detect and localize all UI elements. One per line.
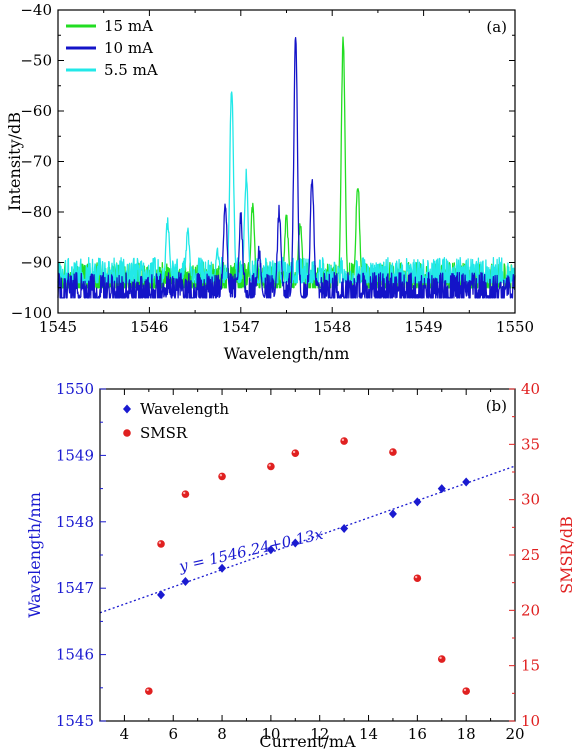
wavelength-point bbox=[413, 497, 422, 507]
smsr-point-highlight bbox=[146, 688, 149, 692]
smsr-point bbox=[462, 687, 470, 695]
smsr-point bbox=[267, 462, 275, 471]
smsr-point-highlight bbox=[390, 449, 393, 453]
wavelength-point bbox=[181, 577, 190, 587]
wavelength-point bbox=[340, 523, 349, 533]
spectrum-trace-10-ma bbox=[57, 36, 516, 299]
left-y-tick-label: 1549 bbox=[56, 446, 94, 464]
left-y-tick-label: 1545 bbox=[56, 712, 94, 730]
smsr-point bbox=[340, 437, 348, 445]
smsr-point bbox=[291, 449, 300, 457]
panel-a-axis-ticks: 1545 1546 1547 1548 1549 1550 −100 −90 −80 −70 −60… bbox=[11, 1, 534, 336]
panel-b-right-y-axis-label: SMSR/dB bbox=[557, 516, 576, 594]
wavelength-point bbox=[388, 509, 397, 519]
x-tick-label: 1547 bbox=[222, 318, 260, 336]
left-y-tick-label: 1547 bbox=[56, 579, 94, 597]
y-tick-label: −80 bbox=[20, 203, 52, 221]
smsr-point-highlight bbox=[341, 438, 345, 442]
legend-wavelength-marker bbox=[123, 404, 131, 414]
y-tick-label: −100 bbox=[11, 304, 52, 322]
y-tick-label: −90 bbox=[20, 254, 52, 272]
panel-a-y-axis-label: Intensity/dB bbox=[5, 112, 24, 211]
linear-fit-line bbox=[99, 465, 516, 614]
panel-b-label: (b) bbox=[486, 397, 507, 415]
x-tick-label: 1548 bbox=[313, 318, 351, 336]
x-tick-label: 20 bbox=[505, 725, 524, 743]
spectrum-traces bbox=[57, 36, 516, 299]
wavelength-point bbox=[218, 563, 227, 573]
fit-line bbox=[99, 465, 516, 614]
panel-b-data-points bbox=[145, 437, 471, 695]
y-tick-label: −50 bbox=[20, 52, 52, 70]
x-tick-label: 4 bbox=[120, 725, 130, 743]
smsr-point bbox=[157, 540, 165, 548]
smsr-point bbox=[181, 490, 190, 498]
legend-wavelength-label: Wavelength bbox=[140, 400, 229, 418]
panel-a-x-axis-label: Wavelength/nm bbox=[224, 344, 350, 363]
left-y-tick-label: 1546 bbox=[56, 646, 94, 664]
right-y-tick-label: 35 bbox=[521, 435, 540, 453]
panel-b-x-axis-label: Current/mA bbox=[259, 732, 356, 751]
legend-smsr-marker bbox=[123, 429, 131, 437]
y-tick-label: −40 bbox=[20, 1, 52, 19]
wavelength-point bbox=[266, 545, 275, 555]
x-tick-label: 10 bbox=[261, 725, 280, 743]
x-tick-label: 1545 bbox=[39, 318, 77, 336]
right-y-tick-label: 20 bbox=[521, 601, 540, 619]
smsr-point-highlight bbox=[183, 491, 186, 495]
right-y-tick-label: 25 bbox=[521, 546, 540, 564]
smsr-point-highlight bbox=[158, 541, 162, 544]
smsr-point-highlight bbox=[219, 474, 223, 477]
panel-b-current-chart: 4 6 8 10 12 14 16 18 20 1545 1546 1547 1548 1549 1550 1… bbox=[25, 380, 576, 751]
smsr-point bbox=[437, 655, 446, 663]
smsr-point bbox=[218, 472, 226, 481]
wavelength-point bbox=[462, 477, 471, 487]
legend-label: 10 mA bbox=[104, 39, 153, 57]
smsr-point-highlight bbox=[292, 450, 296, 454]
right-y-tick-label: 10 bbox=[521, 712, 540, 730]
x-tick-label: 16 bbox=[408, 725, 427, 743]
x-tick-label: 6 bbox=[168, 725, 178, 743]
wavelength-point bbox=[157, 590, 166, 600]
panel-b-left-y-axis-label: Wavelength/nm bbox=[25, 492, 44, 618]
panel-b-axis-ticks: 4 6 8 10 12 14 16 18 20 1545 1546 1547 1548 1549 1550 1… bbox=[56, 380, 540, 743]
left-y-tick-label: 1548 bbox=[56, 513, 94, 531]
wavelength-point bbox=[291, 538, 300, 548]
x-tick-label: 8 bbox=[217, 725, 227, 743]
x-tick-label: 1549 bbox=[405, 318, 443, 336]
legend-label: 5.5 mA bbox=[104, 61, 158, 79]
x-tick-label: 1550 bbox=[496, 318, 534, 336]
right-y-tick-label: 40 bbox=[521, 380, 540, 398]
x-tick-label: 1546 bbox=[130, 318, 168, 336]
smsr-point-highlight bbox=[414, 575, 418, 579]
panel-a-label: (a) bbox=[486, 18, 507, 36]
legend-smsr-label: SMSR bbox=[140, 424, 188, 442]
smsr-point bbox=[389, 448, 397, 456]
y-tick-label: −60 bbox=[20, 102, 52, 120]
smsr-point-highlight bbox=[439, 656, 442, 660]
smsr-point bbox=[145, 687, 153, 695]
right-y-tick-label: 30 bbox=[521, 491, 540, 509]
x-tick-label: 12 bbox=[310, 725, 329, 743]
smsr-point bbox=[413, 574, 422, 583]
x-tick-label: 18 bbox=[457, 725, 476, 743]
panel-a-spectrum-chart: 1545 1546 1547 1548 1549 1550 −100 −90 −80 −70 −60… bbox=[5, 1, 534, 363]
wavelength-point bbox=[437, 484, 446, 494]
fit-equation-label: y = 1546.24+0.13x bbox=[176, 525, 325, 576]
panel-b-legend: Wavelength SMSR bbox=[123, 400, 229, 442]
panel-a-legend: 15 mA 10 mA 5.5 mA bbox=[66, 17, 158, 79]
y-tick-label: −70 bbox=[20, 153, 52, 171]
left-y-tick-label: 1550 bbox=[56, 380, 94, 398]
smsr-point-highlight bbox=[463, 688, 467, 692]
x-tick-label: 14 bbox=[359, 725, 378, 743]
spectrum-trace-5-5-ma bbox=[57, 91, 516, 284]
right-y-tick-label: 15 bbox=[521, 657, 540, 675]
legend-label: 15 mA bbox=[104, 17, 153, 35]
smsr-point-highlight bbox=[268, 464, 271, 467]
